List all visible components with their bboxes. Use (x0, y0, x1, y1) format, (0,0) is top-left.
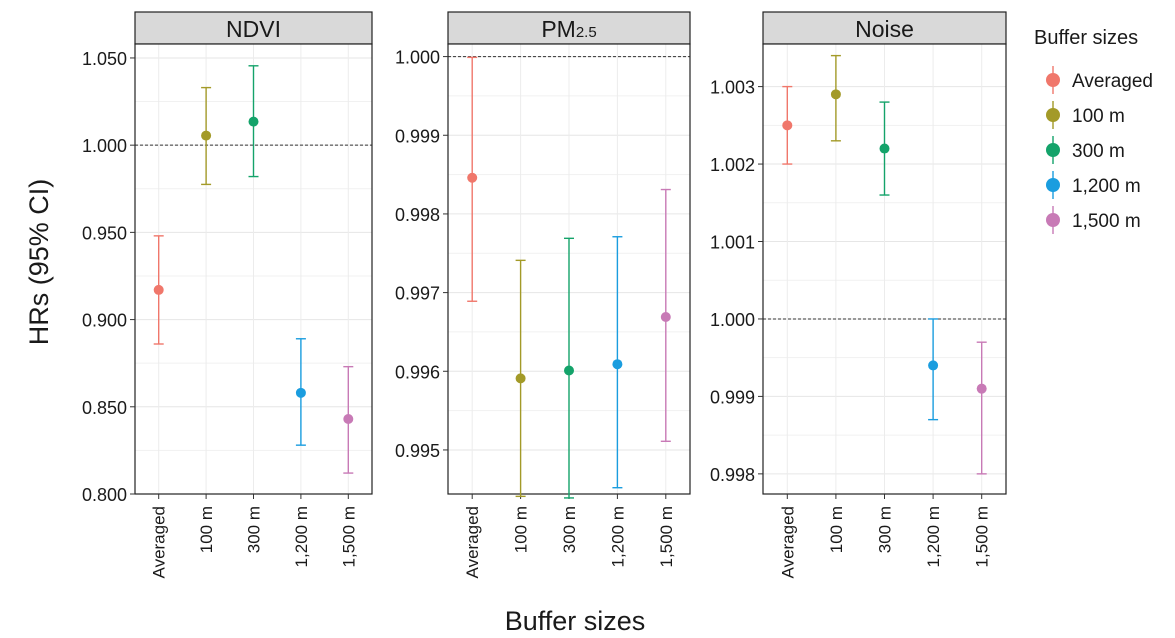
y-tick-label: 0.995 (395, 441, 440, 461)
point-estimate (660, 311, 671, 322)
y-tick-label: 1.050 (82, 49, 127, 69)
y-tick-label: 0.999 (710, 387, 755, 407)
panel-title-subscript: 2.5 (576, 24, 597, 41)
x-tick-label: 100 m (512, 506, 531, 553)
y-tick-label: 0.997 (395, 284, 440, 304)
x-tick-label: 100 m (197, 506, 216, 553)
point-estimate (782, 120, 793, 131)
x-tick-label: 1,500 m (657, 506, 676, 567)
point-estimate (295, 387, 306, 398)
legend-label: Averaged (1072, 71, 1153, 92)
y-axis-label: HRs (95% CI) (24, 179, 54, 346)
x-tick-label: 300 m (245, 506, 264, 553)
point-estimate (467, 172, 478, 183)
panel-strip (134, 11, 373, 45)
y-tick-label: 0.900 (82, 311, 127, 331)
point-estimate (201, 130, 212, 141)
y-tick-label: 1.001 (710, 233, 755, 253)
legend-key-point (1046, 178, 1060, 192)
y-tick-label: 0.800 (82, 485, 127, 505)
x-tick-label: Averaged (463, 506, 482, 578)
y-tick-label: 1.000 (82, 136, 127, 156)
y-tick-label: 1.002 (710, 155, 755, 175)
point-estimate (153, 284, 164, 295)
legend-entry: 1,200 m (1046, 171, 1141, 199)
legend-key-point (1046, 213, 1060, 227)
panel-title: NDVI (226, 16, 281, 42)
panel-noise: Noise 0.998 0.999 1.000 1.001 1.002 1.003 Avera… (710, 11, 1007, 578)
point-estimate (515, 373, 526, 384)
x-tick-label: 300 m (560, 506, 579, 553)
y-tick-label: 0.950 (82, 223, 127, 243)
legend: Buffer sizes Averaged 100 m 300 m 1,200 m 1,… (1034, 27, 1153, 234)
y-tick-label: 1.003 (710, 78, 755, 98)
legend-label: 100 m (1072, 106, 1125, 127)
legend-key-point (1046, 108, 1060, 122)
x-tick-label: Averaged (778, 506, 797, 578)
y-tick-label: 1.000 (395, 48, 440, 68)
facet-panels: NDVI 0.800 0.850 0.900 0.950 1.000 1.050 Averag… (82, 11, 1007, 578)
x-tick-label: 100 m (827, 506, 846, 553)
legend-entries: Averaged 100 m 300 m 1,200 m 1,500 m (1046, 66, 1153, 234)
point-estimate (564, 365, 574, 376)
legend-title: Buffer sizes (1034, 27, 1138, 49)
legend-key-point (1046, 73, 1060, 87)
y-tick-label: 0.998 (395, 205, 440, 225)
x-tick-label: 1,500 m (339, 506, 358, 567)
legend-entry: 1,500 m (1046, 206, 1141, 234)
panel-title: Noise (855, 16, 914, 42)
y-tick-label: 1.000 (710, 310, 755, 330)
x-tick-label: 1,500 m (973, 506, 992, 567)
x-tick-label: 1,200 m (608, 506, 627, 567)
legend-entry: 300 m (1046, 136, 1125, 164)
point-estimate (343, 414, 354, 424)
legend-entry: 100 m (1046, 101, 1125, 129)
y-tick-label: 0.996 (395, 362, 440, 382)
point-estimate (976, 383, 987, 394)
panel-strip (762, 11, 1007, 45)
point-estimate (612, 359, 623, 370)
panel-strip (447, 11, 691, 45)
point-estimate (879, 143, 890, 154)
legend-label: 1,200 m (1072, 176, 1141, 197)
point-estimate (248, 116, 259, 127)
y-tick-label: 0.850 (82, 398, 127, 418)
x-tick-label: 1,200 m (924, 506, 943, 567)
point-estimate (928, 360, 939, 371)
legend-key-point (1046, 143, 1060, 157)
legend-label: 1,500 m (1072, 211, 1141, 232)
legend-entry: Averaged (1046, 66, 1153, 94)
x-axis-label: Buffer sizes (505, 606, 646, 636)
y-tick-label: 0.998 (710, 465, 755, 485)
x-tick-label: Averaged (150, 506, 169, 578)
y-tick-label: 0.999 (395, 126, 440, 146)
panel-ndvi: NDVI 0.800 0.850 0.900 0.950 1.000 1.050 Averag… (82, 11, 373, 578)
x-tick-label: 1,200 m (292, 506, 311, 567)
point-estimate (830, 89, 841, 100)
x-tick-label: 300 m (876, 506, 895, 553)
legend-label: 300 m (1072, 141, 1125, 162)
panel-pm25: PM2.50.9950.9960.9970.9980.9991.000Avera… (395, 11, 691, 578)
